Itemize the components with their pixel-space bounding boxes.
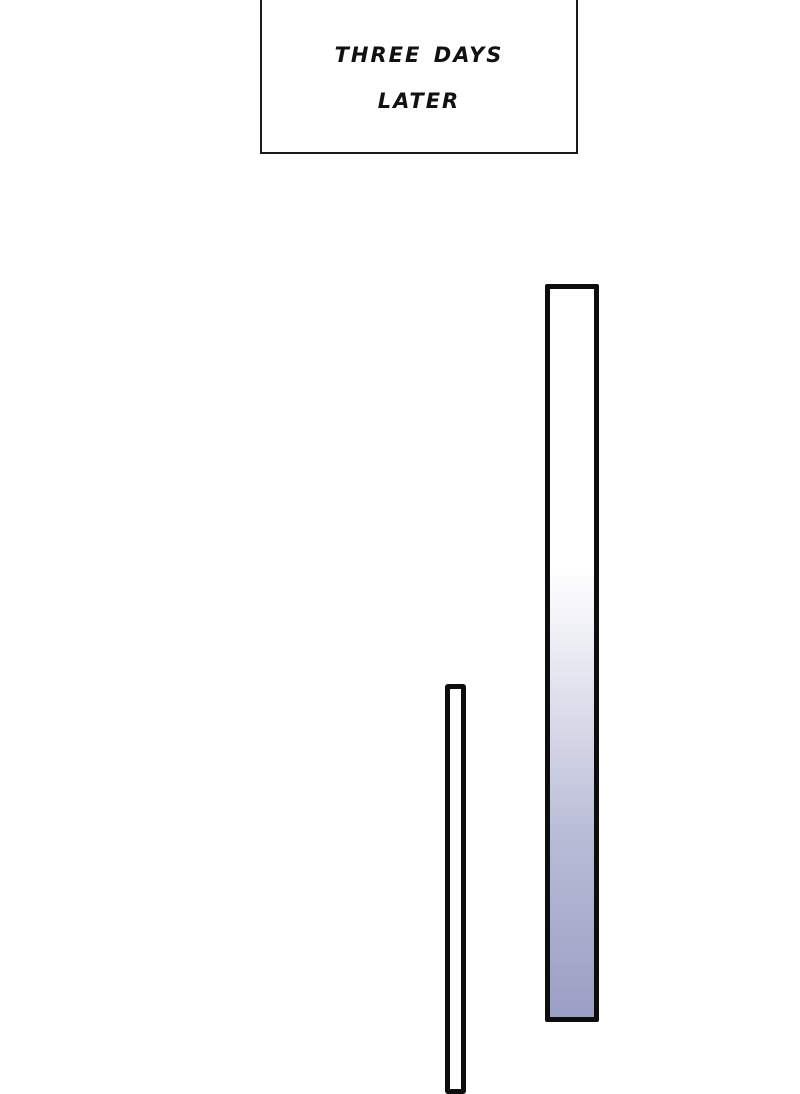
caption-line-1: Three days: [334, 35, 504, 70]
caption-text: Three days later: [262, 30, 576, 122]
caption-line-2: later: [377, 81, 461, 116]
thin-vertical-pillar: [445, 684, 466, 1094]
tall-vertical-pillar: [545, 284, 599, 1022]
caption-box: Three days later: [260, 0, 578, 154]
